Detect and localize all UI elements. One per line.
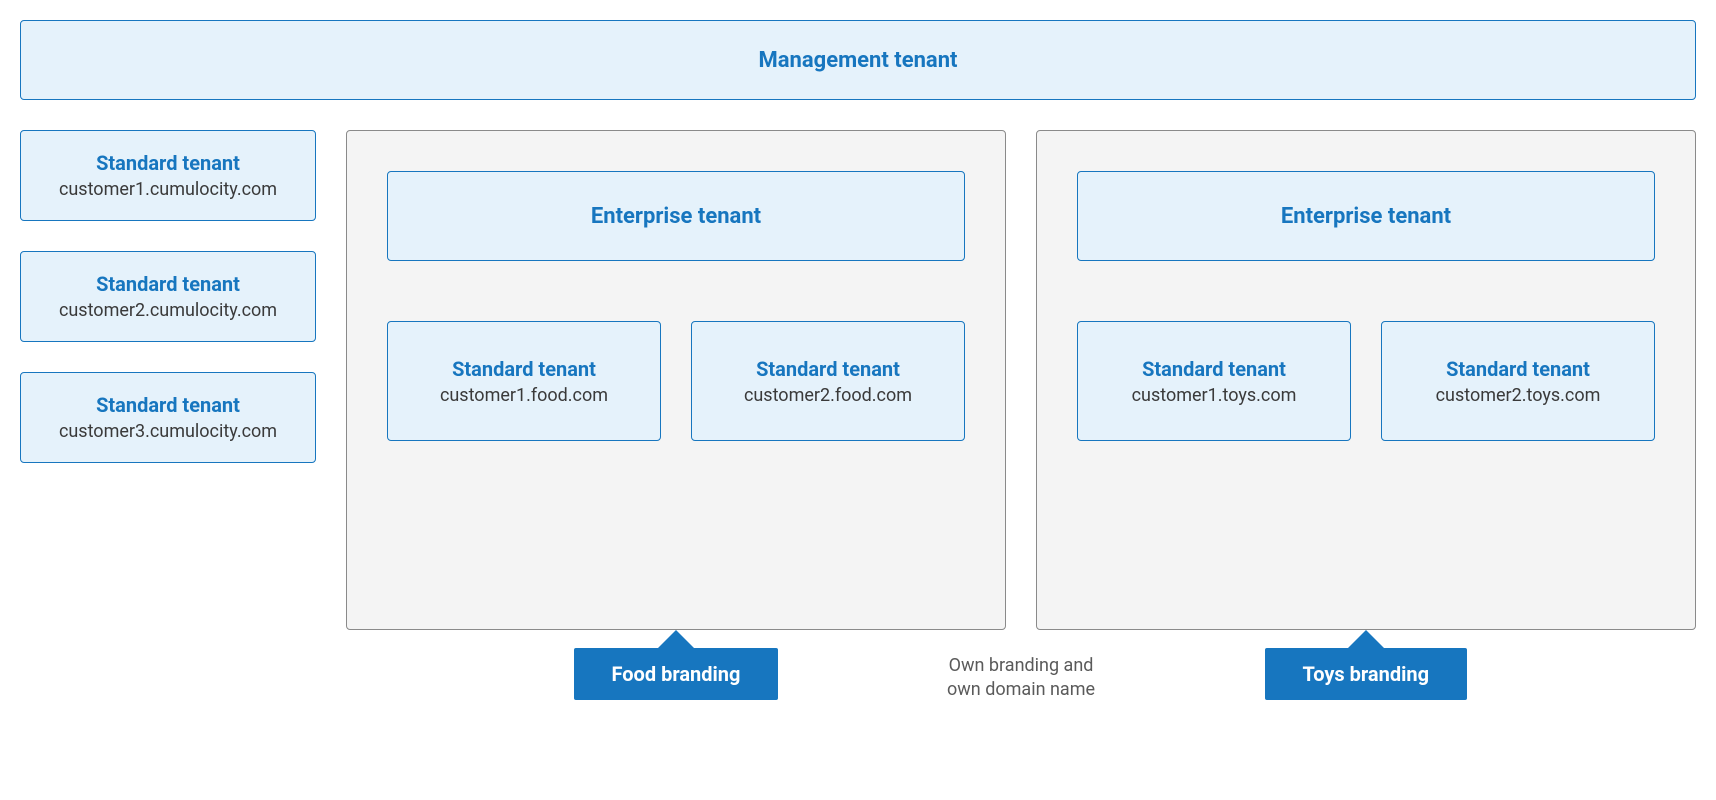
- sub-tenant-title: Standard tenant: [1142, 357, 1286, 381]
- callout-arrow-icon: [658, 630, 694, 648]
- standard-tenant-title: Standard tenant: [96, 151, 240, 175]
- callout-label: Food branding: [574, 648, 779, 700]
- branding-note: Own branding andown domain name: [947, 654, 1095, 703]
- standard-tenant-domain: customer2.cumulocity.com: [59, 300, 277, 321]
- standard-tenant-title: Standard tenant: [96, 393, 240, 417]
- branding-callout-food: Food branding: [574, 630, 779, 700]
- standard-tenant-box: Standard tenant customer1.cumulocity.com: [20, 130, 316, 221]
- callout-label: Toys branding: [1265, 648, 1468, 700]
- sub-tenant-box: Standard tenant customer1.food.com: [387, 321, 661, 441]
- sub-tenant-box: Standard tenant customer2.food.com: [691, 321, 965, 441]
- sub-tenant-title: Standard tenant: [1446, 357, 1590, 381]
- standard-tenant-box: Standard tenant customer2.cumulocity.com: [20, 251, 316, 342]
- management-tenant-box: Management tenant: [20, 20, 1696, 100]
- management-tenant-title: Management tenant: [759, 48, 958, 73]
- enterprise-subtenants-row: Standard tenant customer1.toys.com Stand…: [1077, 321, 1655, 441]
- branding-callout-toys: Toys branding: [1265, 630, 1468, 700]
- enterprise-tenant-header: Enterprise tenant: [387, 171, 965, 261]
- standard-tenant-domain: customer1.cumulocity.com: [59, 179, 277, 200]
- enterprise-group-toys: Enterprise tenant Standard tenant custom…: [1036, 130, 1696, 630]
- enterprise-tenant-title: Enterprise tenant: [1281, 204, 1451, 229]
- columns-row: Standard tenant customer1.cumulocity.com…: [20, 130, 1696, 630]
- sub-tenant-box: Standard tenant customer1.toys.com: [1077, 321, 1351, 441]
- sub-tenant-domain: customer2.food.com: [744, 385, 912, 406]
- standard-tenant-box: Standard tenant customer3.cumulocity.com: [20, 372, 316, 463]
- sub-tenant-box: Standard tenant customer2.toys.com: [1381, 321, 1655, 441]
- sub-tenant-domain: customer1.food.com: [440, 385, 608, 406]
- enterprise-tenant-header: Enterprise tenant: [1077, 171, 1655, 261]
- branding-callout-row: Food branding Own branding andown domain…: [0, 630, 1716, 730]
- enterprise-tenant-title: Enterprise tenant: [591, 204, 761, 229]
- sub-tenant-domain: customer2.toys.com: [1436, 385, 1601, 406]
- standard-tenant-title: Standard tenant: [96, 272, 240, 296]
- sub-tenant-title: Standard tenant: [452, 357, 596, 381]
- enterprise-subtenants-row: Standard tenant customer1.food.com Stand…: [387, 321, 965, 441]
- standard-tenants-column: Standard tenant customer1.cumulocity.com…: [20, 130, 316, 463]
- enterprise-group-food: Enterprise tenant Standard tenant custom…: [346, 130, 1006, 630]
- standard-tenant-domain: customer3.cumulocity.com: [59, 421, 277, 442]
- sub-tenant-domain: customer1.toys.com: [1132, 385, 1297, 406]
- sub-tenant-title: Standard tenant: [756, 357, 900, 381]
- callout-arrow-icon: [1348, 630, 1384, 648]
